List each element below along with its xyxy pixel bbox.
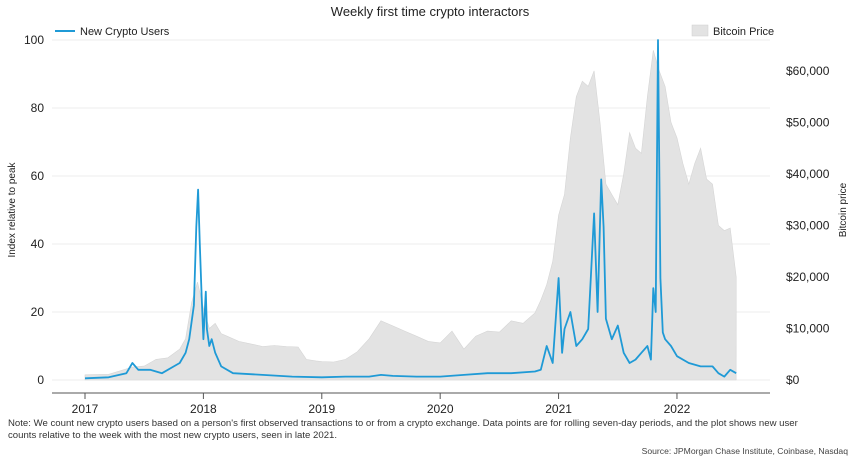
y2-tick-label-3: $30,000 <box>786 218 830 232</box>
y2-tick-label-1: $10,000 <box>786 321 830 335</box>
x-tick-label-2018: 2018 <box>190 402 217 416</box>
legend-new-crypto-users: New Crypto Users <box>55 26 170 38</box>
y-tick-label-0: 0 <box>37 373 44 387</box>
y-tick-label-80: 80 <box>31 101 45 115</box>
x-tick-label-2020: 2020 <box>427 402 454 416</box>
x-tick-label-2022: 2022 <box>664 402 691 416</box>
y2-tick-label-0: $0 <box>786 373 800 387</box>
x-tick-label-2019: 2019 <box>308 402 335 416</box>
y-tick-label-100: 100 <box>24 33 44 47</box>
legend-area-swatch <box>691 24 709 37</box>
legend-bitcoin-price: Bitcoin Price <box>691 24 774 38</box>
x-tick-label-2021: 2021 <box>545 402 572 416</box>
y2-tick-label-5: $50,000 <box>786 115 830 129</box>
y2-tick-label-6: $60,000 <box>786 64 830 78</box>
y-tick-label-20: 20 <box>31 305 45 319</box>
chart-svg: Weekly first time crypto interactors 0 20… <box>7 4 849 416</box>
new-crypto-users-line <box>84 39 737 380</box>
footnote-line-2: counts relative to the week with the mos… <box>8 430 338 441</box>
source-credit: Source: JPMorgan Chase Institute, Coinba… <box>641 446 848 456</box>
y2-tick-label-2: $20,000 <box>786 270 830 284</box>
x-tick-label-2017: 2017 <box>72 402 99 416</box>
footnote: Note: We count new crypto users based on… <box>8 418 848 442</box>
y2-tick-label-4: $40,000 <box>786 167 830 181</box>
y-axis-label: Index relative to peak <box>7 161 18 257</box>
y2-axis-label: Bitcoin price <box>838 182 849 237</box>
axes: 0 20 40 60 80 100 $0 $10,000 $20,000 $30,000 $40,0… <box>24 33 830 416</box>
users-line-layer <box>84 39 737 380</box>
footnote-line-1: Note: We count new crypto users based on… <box>8 418 798 429</box>
chart-title: Weekly first time crypto interactors <box>331 4 530 19</box>
y-tick-label-60: 60 <box>31 169 45 183</box>
legend-line-label: New Crypto Users <box>80 26 170 38</box>
legend-area-label: Bitcoin Price <box>713 26 774 38</box>
y-tick-label-40: 40 <box>31 237 45 251</box>
bitcoin-price-area <box>84 50 737 381</box>
bitcoin-area-layer <box>84 50 737 381</box>
